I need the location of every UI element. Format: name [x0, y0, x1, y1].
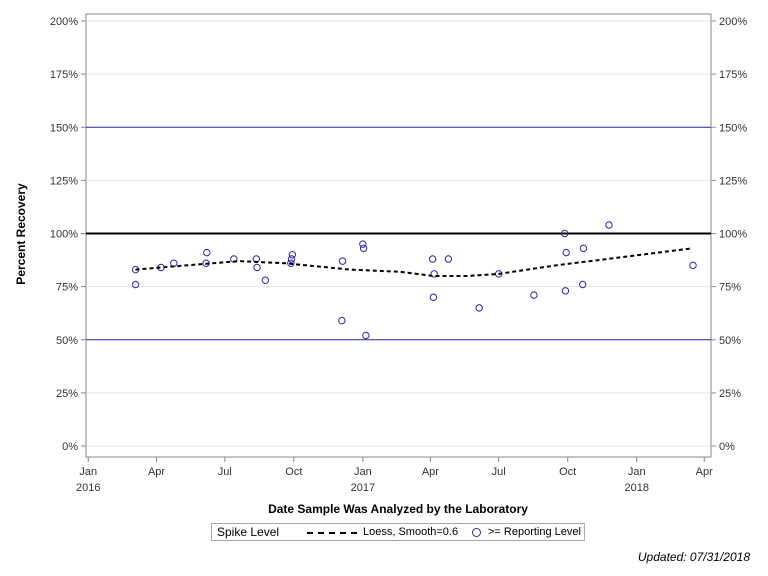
y-tick-label-left: 200% [50, 16, 78, 28]
y-tick-label-left: 150% [50, 122, 78, 134]
updated-timestamp: Updated: 07/31/2018 [637, 550, 750, 564]
data-point [253, 263, 261, 272]
y-tick-label-right: 0% [719, 441, 735, 453]
x-tick-label: Jan [354, 466, 372, 478]
y-tick-label-left: 25% [56, 388, 78, 400]
x-tick-label: Jan [628, 466, 646, 478]
y-tick-label-right: 75% [719, 282, 741, 294]
y-tick-label-left: 100% [50, 229, 78, 241]
loess-smooth-line [135, 247, 692, 277]
x-tick-label: Apr [696, 466, 713, 478]
plot-frame [85, 13, 712, 458]
data-point [475, 304, 483, 312]
x-tick-year-label: 2017 [351, 482, 375, 494]
x-tick-label: Jul [218, 466, 232, 478]
x-axis-title: Date Sample Was Analyzed by the Laborato… [268, 502, 528, 516]
x-tick-label: Oct [559, 466, 576, 478]
data-point [605, 221, 613, 229]
data-point [131, 280, 140, 289]
x-tick-year-label: 2018 [624, 482, 648, 494]
data-point [578, 280, 587, 289]
y-tick-label-left: 0% [62, 441, 78, 453]
data-point [359, 244, 368, 253]
data-point [444, 255, 453, 263]
data-point [203, 248, 211, 257]
data-point [561, 287, 570, 295]
y-tick-label-left: 125% [50, 175, 78, 187]
legend-circle-marker-icon [472, 528, 481, 537]
legend: Spike Level Loess, Smooth=0.6 >= Reporti… [211, 523, 585, 541]
data-point [261, 276, 270, 284]
data-point [287, 255, 296, 263]
data-point [287, 259, 295, 267]
y-tick-label-right: 200% [719, 16, 747, 28]
data-point [560, 229, 569, 238]
plot-area: 0% 0% 25% 25% 50% 50% 75% 75% 100% 100% 125% 125% 15… [50, 13, 747, 494]
x-tick-label: Oct [285, 466, 302, 478]
legend-title: Spike Level [217, 525, 280, 539]
data-point [359, 240, 367, 248]
x-tick-label: Apr [148, 466, 165, 478]
x-tick-year-label: 2016 [76, 482, 100, 494]
y-tick-label-right: 50% [719, 335, 741, 347]
y-tick-label-right: 175% [719, 69, 747, 81]
data-point [202, 259, 210, 267]
data-point [338, 257, 347, 265]
data-point [689, 261, 697, 270]
data-point [562, 248, 570, 257]
legend-loess-line-swatch [307, 532, 357, 534]
y-tick-label-right: 100% [719, 229, 747, 241]
x-tick-label: Jan [79, 466, 97, 478]
y-tick-label-right: 25% [719, 388, 741, 400]
data-point [288, 251, 297, 259]
data-point [530, 291, 538, 299]
data-point [362, 331, 370, 340]
data-point [428, 255, 437, 263]
y-tick-label-left: 75% [56, 282, 78, 294]
y-tick-label-right: 125% [719, 175, 747, 187]
legend-reporting-label: >= Reporting Level [488, 526, 581, 538]
y-axis-title: Percent Recovery [14, 183, 28, 285]
data-point [430, 270, 438, 278]
y-tick-label-left: 50% [56, 335, 78, 347]
x-tick-label: Jul [492, 466, 506, 478]
data-point [579, 244, 588, 253]
data-point [338, 316, 346, 325]
x-tick-label: Apr [422, 466, 439, 478]
data-point [429, 293, 438, 301]
legend-loess-label: Loess, Smooth=0.6 [363, 526, 459, 538]
y-tick-label-left: 175% [50, 69, 78, 81]
y-tick-label-right: 150% [719, 122, 747, 134]
